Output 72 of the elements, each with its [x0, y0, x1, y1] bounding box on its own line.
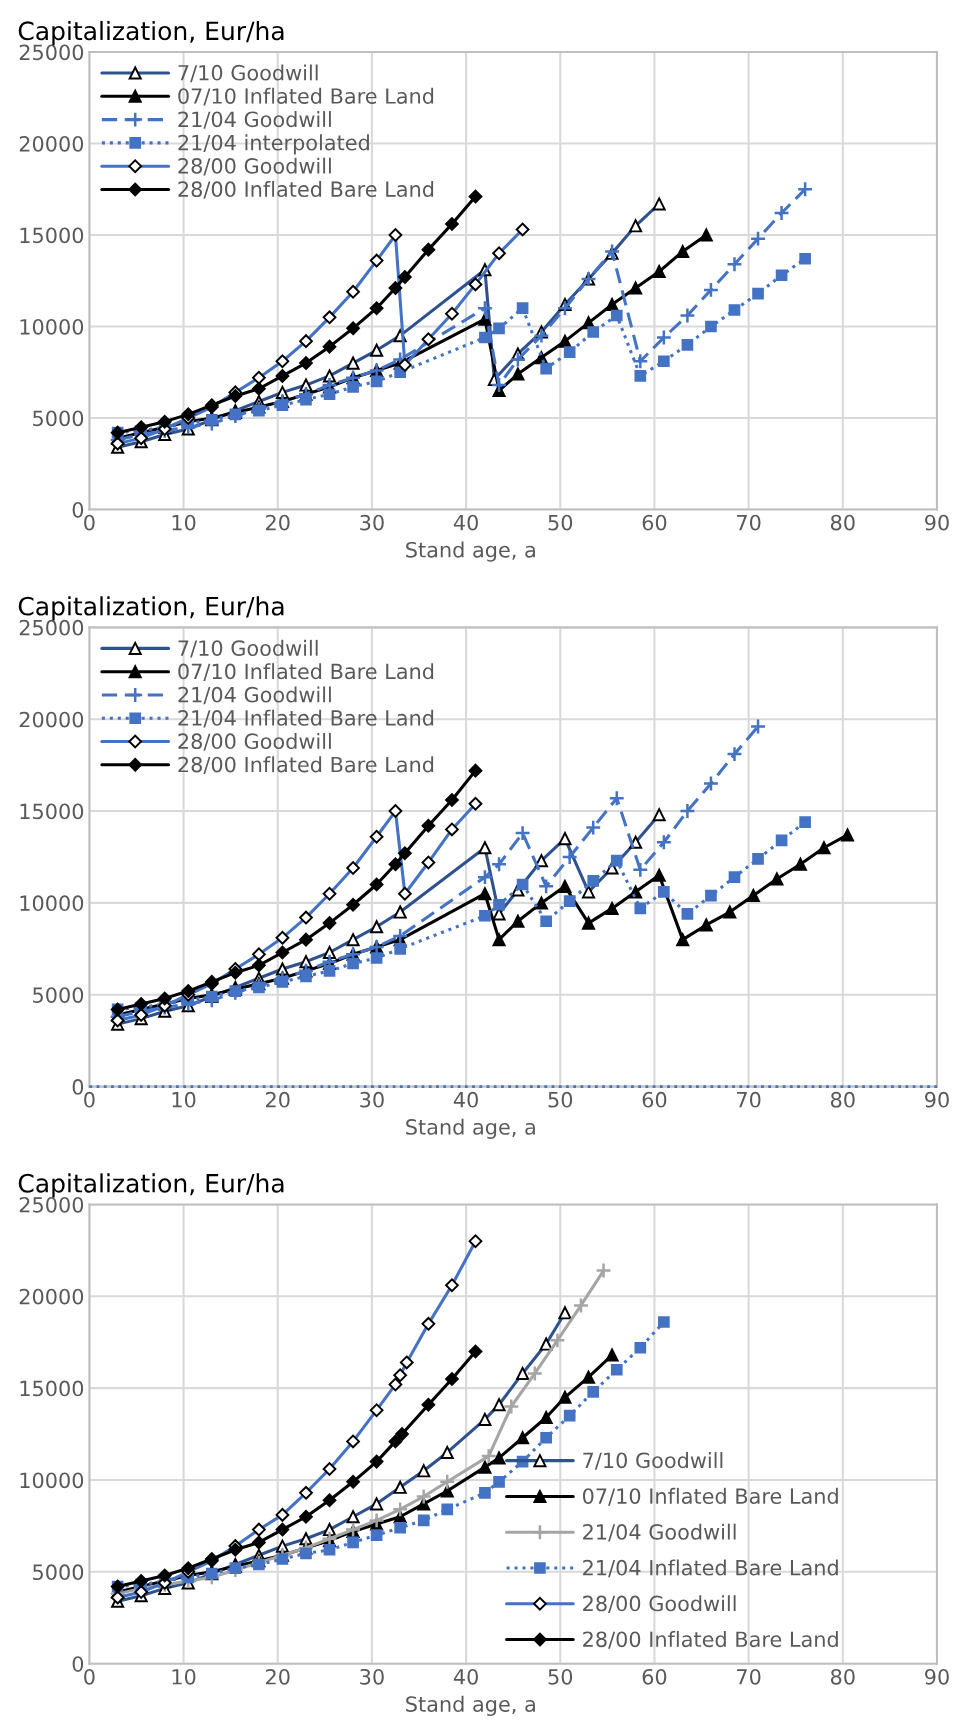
legend-label: 28/00 Inflated Bare Land [178, 756, 434, 775]
x-tick-label: 60 [642, 1091, 667, 1108]
x-axis-title: Stand age, a [406, 541, 535, 562]
x-tick-label: 80 [830, 1668, 855, 1685]
x-tick-label: 80 [830, 1091, 855, 1108]
x-tick-label: 30 [360, 514, 384, 531]
y-tick-label: 5000 [33, 410, 84, 427]
x-tick-label: 30 [360, 1668, 384, 1685]
y-tick-label: 15000 [20, 1380, 84, 1397]
legend-label: 28/00 Goodwill [178, 157, 331, 176]
legend-label: 28/00 Inflated Bare Land [178, 180, 434, 199]
y-tick-label: 10000 [20, 1472, 84, 1489]
y-tick-label: 20000 [19, 1288, 84, 1305]
x-tick-label: 50 [548, 1091, 573, 1108]
x-tick-label: 40 [453, 1091, 478, 1108]
x-tick-label: 0 [84, 1668, 95, 1685]
x-tick-label: 40 [453, 514, 478, 531]
x-tick-label: 70 [737, 1091, 761, 1108]
x-axis-title: Stand age, a [406, 1118, 535, 1139]
x-tick-label: 80 [830, 514, 855, 531]
x-tick-label: 30 [360, 1091, 384, 1108]
y-tick-label: 0 [72, 501, 84, 518]
y-axis-title: Capitalization, Eur/ha [18, 1173, 284, 1198]
y-tick-label: 25000 [19, 1196, 84, 1213]
y-tick-label: 0 [72, 1079, 84, 1095]
legend-label: 07/10 Inflated Bare Land [178, 663, 434, 681]
legend-label: 07/10 Inflated Bare Land [178, 87, 434, 106]
legend-label: 07/10 Inflated Bare Land [582, 1487, 838, 1506]
x-tick-label: 70 [737, 1668, 761, 1685]
x-tick-label: 10 [172, 1668, 196, 1685]
x-tick-label: 40 [453, 1668, 478, 1685]
y-tick-label: 25000 [19, 44, 84, 61]
x-tick-label: 50 [548, 514, 573, 531]
x-tick-label: 70 [737, 514, 761, 531]
legend-label: 21/04 Goodwill [178, 686, 331, 705]
legend-label: 21/04 Inflated Bare Land [583, 1559, 838, 1578]
legend-label: 28/00 Goodwill [583, 1595, 736, 1613]
legend-label: 28/00 Inflated Bare Land [583, 1631, 838, 1649]
x-axis-title: Stand age, a [406, 1695, 535, 1716]
x-tick-label: 90 [925, 1091, 949, 1108]
y-tick-label: 15000 [20, 803, 84, 820]
x-tick-label: 50 [548, 1668, 573, 1685]
x-tick-label: 10 [172, 1091, 196, 1108]
legend-label: 21/04 interpolated [178, 134, 369, 155]
y-tick-label: 20000 [19, 711, 84, 728]
y-tick-label: 5000 [33, 1564, 84, 1581]
y-tick-label: 15000 [20, 227, 84, 244]
y-tick-label: 5000 [33, 987, 84, 1003]
legend-label: 21/04 Inflated Bare Land [178, 709, 434, 728]
x-tick-label: 90 [925, 514, 949, 531]
y-axis-title: Capitalization, Eur/ha [18, 20, 284, 46]
y-tick-label: 25000 [19, 619, 84, 636]
legend-label: 7/10 Goodwill [178, 64, 318, 83]
x-tick-label: 0 [84, 1091, 95, 1108]
y-tick-label: 20000 [19, 135, 84, 152]
x-tick-label: 20 [266, 514, 290, 531]
x-tick-label: 90 [925, 1668, 949, 1685]
y-tick-label: 10000 [20, 895, 84, 912]
x-tick-label: 60 [642, 1668, 667, 1685]
legend-label: 7/10 Goodwill [583, 1452, 723, 1470]
legend-label: 21/04 Goodwill [583, 1523, 736, 1542]
x-tick-label: 10 [172, 514, 196, 531]
x-tick-label: 20 [266, 1668, 290, 1685]
y-tick-label: 10000 [20, 318, 84, 335]
legend-label: 21/04 Goodwill [178, 111, 331, 129]
y-axis-title: Capitalization, Eur/ha [18, 596, 284, 621]
x-tick-label: 20 [266, 1091, 290, 1108]
x-tick-label: 60 [642, 514, 667, 531]
legend-label: 7/10 Goodwill [178, 639, 318, 658]
x-tick-label: 0 [84, 514, 95, 531]
legend-label: 28/00 Goodwill [178, 733, 331, 751]
y-tick-label: 0 [72, 1656, 84, 1672]
